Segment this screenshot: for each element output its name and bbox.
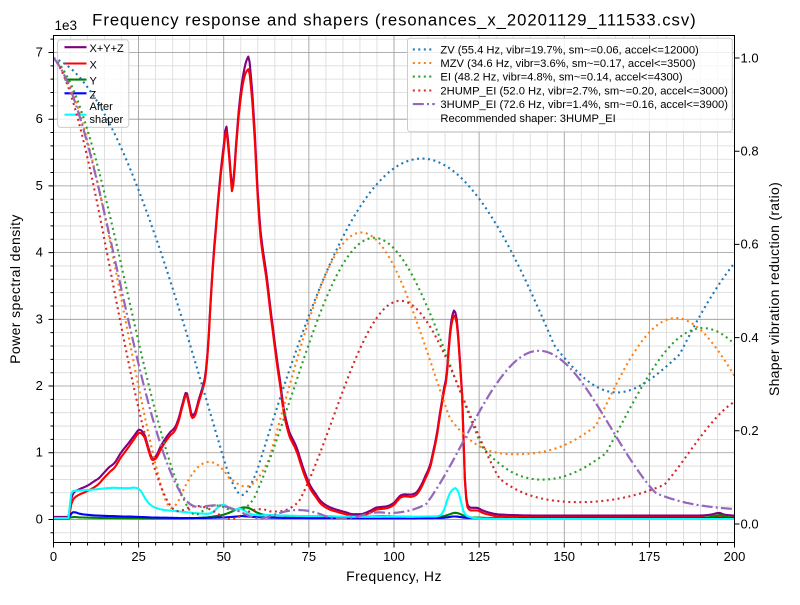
svg-text:175: 175	[639, 549, 661, 564]
svg-text:1.0: 1.0	[741, 50, 759, 65]
svg-text:EI (48.2 Hz, vibr=4.8%, sm~=0.: EI (48.2 Hz, vibr=4.8%, sm~=0.14, accel<…	[440, 72, 682, 84]
svg-text:150: 150	[553, 549, 575, 564]
svg-text:2: 2	[36, 378, 43, 393]
svg-text:50: 50	[217, 549, 231, 564]
svg-text:0: 0	[50, 549, 57, 564]
svg-text:X: X	[90, 59, 98, 71]
svg-text:Y: Y	[90, 75, 98, 87]
svg-text:1e3: 1e3	[55, 18, 78, 33]
svg-text:0.2: 0.2	[741, 423, 759, 438]
svg-text:ZV (55.4 Hz, vibr=19.7%, sm~=0: ZV (55.4 Hz, vibr=19.7%, sm~=0.06, accel…	[440, 44, 699, 56]
svg-text:1: 1	[36, 445, 43, 460]
svg-text:Recommended shaper: 3HUMP_EI: Recommended shaper: 3HUMP_EI	[440, 113, 615, 125]
svg-text:0.4: 0.4	[741, 330, 759, 345]
svg-text:3HUMP_EI (72.6 Hz, vibr=1.4%,: 3HUMP_EI (72.6 Hz, vibr=1.4%, sm~=0.16, …	[440, 99, 728, 111]
svg-text:After: After	[90, 101, 114, 113]
svg-text:Power spectral density: Power spectral density	[7, 214, 23, 364]
svg-text:100: 100	[383, 549, 405, 564]
svg-text:75: 75	[302, 549, 316, 564]
svg-text:0.6: 0.6	[741, 237, 759, 252]
svg-text:7: 7	[36, 45, 43, 60]
svg-text:2HUMP_EI (52.0 Hz, vibr=2.7%,: 2HUMP_EI (52.0 Hz, vibr=2.7%, sm~=0.20, …	[440, 85, 728, 97]
svg-text:0.0: 0.0	[741, 516, 759, 531]
svg-text:X+Y+Z: X+Y+Z	[90, 43, 125, 55]
svg-text:4: 4	[36, 245, 43, 260]
svg-text:125: 125	[468, 549, 490, 564]
svg-text:MZV (34.6 Hz, vibr=3.6%, sm~=0: MZV (34.6 Hz, vibr=3.6%, sm~=0.17, accel…	[440, 58, 696, 70]
svg-text:shaper: shaper	[90, 114, 124, 126]
svg-text:0: 0	[36, 512, 43, 527]
svg-text:3: 3	[36, 311, 43, 326]
svg-text:Frequency, Hz: Frequency, Hz	[346, 568, 442, 584]
svg-text:Shaper vibration reduction (ra: Shaper vibration reduction (ratio)	[766, 182, 782, 396]
svg-text:6: 6	[36, 111, 43, 126]
svg-text:200: 200	[724, 549, 746, 564]
svg-text:0.8: 0.8	[741, 144, 759, 159]
svg-text:5: 5	[36, 178, 43, 193]
svg-text:25: 25	[131, 549, 145, 564]
svg-text:Frequency response and shapers: Frequency response and shapers (resonanc…	[92, 11, 696, 30]
